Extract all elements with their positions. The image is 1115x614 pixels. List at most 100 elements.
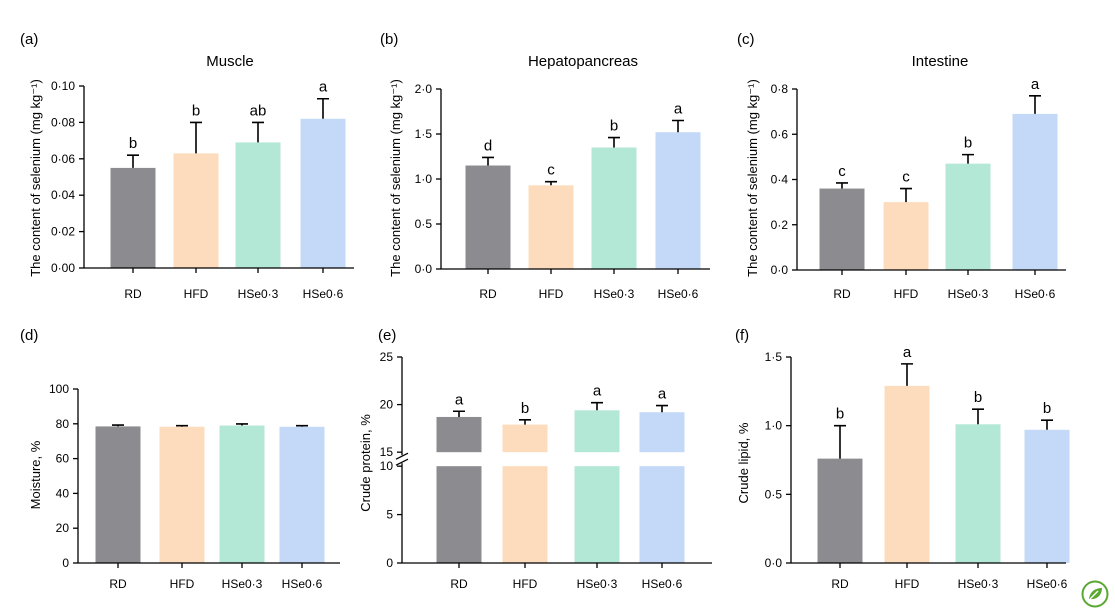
bar-hse0-3 bbox=[574, 410, 620, 453]
significance-label-hfd: c bbox=[902, 169, 910, 186]
bar-hse0-3-lower bbox=[574, 466, 620, 563]
significance-label-rd: c bbox=[838, 163, 846, 180]
bar-hse0-6 bbox=[279, 426, 325, 563]
y-tick-label: 0 bbox=[62, 556, 69, 570]
y-tick-label: 25 bbox=[380, 350, 394, 364]
bar-hfd bbox=[159, 426, 205, 563]
bar-hfd bbox=[502, 424, 548, 453]
y-tick-label: 80 bbox=[56, 417, 70, 431]
panel-letter: (c) bbox=[737, 31, 755, 48]
y-tick-label: 40 bbox=[56, 486, 70, 500]
error-bar-hse0-6 bbox=[1041, 419, 1053, 430]
x-tick-label-hfd: HFD bbox=[895, 577, 920, 591]
y-tick-label: 60 bbox=[56, 452, 70, 466]
x-tick-label-hfd: HFD bbox=[170, 577, 195, 591]
y-tick-label: 100 bbox=[49, 382, 69, 396]
x-tick-label-hse0-3: HSe0·3 bbox=[948, 287, 989, 301]
bar-rd bbox=[465, 165, 511, 269]
x-tick-label-rd: RD bbox=[831, 577, 849, 591]
y-axis-label: Moisture, % bbox=[28, 440, 43, 509]
bar-rd bbox=[95, 426, 141, 563]
significance-label-hfd: c bbox=[547, 162, 555, 179]
y-axis-label: The content of selenium (mg kg⁻¹) bbox=[388, 79, 403, 277]
y-tick-label: 1·0 bbox=[415, 172, 433, 186]
chart-panel-e: (e) Crude protein, % a RD b HFD a HSe0·3 a HSe0·6… bbox=[358, 327, 712, 591]
x-tick-label-hse0-3: HSe0·3 bbox=[222, 577, 263, 591]
error-bar-rd bbox=[112, 424, 124, 427]
bar-hse0-3 bbox=[945, 163, 991, 270]
y-tick-label: 0·5 bbox=[415, 217, 433, 231]
x-tick-label-hse0-6: HSe0·6 bbox=[642, 577, 683, 591]
y-tick-label: 0·0 bbox=[771, 263, 789, 277]
significance-label-hse0-6: b bbox=[1043, 400, 1051, 417]
axis-break-mark bbox=[395, 452, 409, 460]
chart-title: Hepatopancreas bbox=[528, 53, 638, 70]
x-tick-label-rd: RD bbox=[124, 287, 142, 301]
y-tick-label: 0·06 bbox=[51, 152, 75, 166]
y-tick-label: 15 bbox=[380, 445, 394, 459]
x-tick-label-hse0-6: HSe0·6 bbox=[658, 287, 699, 301]
bar-hse0-6-lower bbox=[639, 466, 685, 563]
x-tick-label-hse0-3: HSe0·3 bbox=[958, 577, 999, 591]
y-tick-label: 10 bbox=[380, 459, 394, 473]
error-bar-hse0-3 bbox=[962, 153, 974, 164]
y-tick-label: 20 bbox=[56, 521, 70, 535]
x-tick-label-hfd: HFD bbox=[184, 287, 209, 301]
bar-hse0-3 bbox=[235, 142, 281, 268]
panel-letter: (b) bbox=[380, 31, 398, 48]
bar-rd-lower bbox=[436, 466, 482, 563]
bar-hse0-6 bbox=[655, 132, 701, 269]
chart-title: Muscle bbox=[206, 53, 254, 70]
bar-hse0-6 bbox=[1024, 429, 1070, 563]
panel-letter: (f) bbox=[735, 327, 749, 344]
chart-panel-b: (b) Hepatopancreas The content of selenium… bbox=[380, 31, 710, 301]
error-bar-rd bbox=[482, 156, 494, 166]
x-tick-label-rd: RD bbox=[479, 287, 497, 301]
x-tick-label-hfd: HFD bbox=[894, 287, 919, 301]
significance-label-hse0-6: a bbox=[319, 79, 328, 96]
chart-panel-d: (d) Moisture, % RD HFD HSe0·3 HSe0·6 0 20 40 60 80… bbox=[20, 327, 340, 591]
error-bar-hfd bbox=[545, 180, 557, 186]
bar-hse0-6 bbox=[1012, 113, 1058, 270]
x-tick-label-rd: RD bbox=[109, 577, 127, 591]
significance-label-hse0-3: b bbox=[964, 135, 972, 152]
bar-hse0-3 bbox=[955, 424, 1001, 563]
y-tick-label: 0·02 bbox=[51, 225, 75, 239]
error-bar-hfd bbox=[519, 419, 531, 425]
significance-label-hfd: a bbox=[903, 344, 912, 361]
y-tick-label: 2·0 bbox=[415, 82, 433, 96]
y-axis-label: Crude protein, % bbox=[358, 414, 373, 512]
y-tick-label: 0·04 bbox=[51, 188, 75, 202]
bar-hse0-3 bbox=[591, 147, 637, 269]
error-bar-hfd bbox=[190, 121, 202, 154]
x-tick-label-hfd: HFD bbox=[539, 287, 564, 301]
bar-hfd-lower bbox=[502, 466, 548, 563]
y-tick-label: 5 bbox=[386, 508, 393, 522]
significance-label-hfd: b bbox=[521, 400, 529, 417]
significance-label-hse0-6: a bbox=[1031, 76, 1040, 93]
bar-rd bbox=[436, 416, 482, 453]
y-tick-label: 0·00 bbox=[51, 261, 75, 275]
chart-panel-a: (a) Muscle The content of selenium (mg kg⁻… bbox=[20, 31, 354, 301]
y-tick-label: 1·5 bbox=[765, 350, 783, 364]
error-bar-hse0-3 bbox=[972, 408, 984, 425]
y-tick-label: 0·08 bbox=[51, 115, 75, 129]
error-bar-hse0-6 bbox=[656, 404, 668, 413]
bar-hse0-6 bbox=[300, 118, 346, 268]
y-tick-label: 0·2 bbox=[771, 218, 789, 232]
significance-label-hse0-3: b bbox=[974, 389, 982, 406]
significance-label-hse0-6: a bbox=[674, 101, 683, 118]
y-tick-label: 0·8 bbox=[771, 82, 789, 96]
error-bar-hfd bbox=[900, 187, 912, 203]
bar-hse0-3 bbox=[219, 425, 265, 563]
x-tick-label-hse0-3: HSe0·3 bbox=[238, 287, 279, 301]
error-bar-rd bbox=[127, 154, 139, 168]
chart-panel-f: (f) Crude lipid, % b RD a HFD b HSe0·3 b HSe0·6 0·… bbox=[735, 327, 1070, 591]
bar-hfd bbox=[884, 385, 930, 563]
bar-hfd bbox=[883, 202, 929, 270]
y-tick-label: 0 bbox=[386, 556, 393, 570]
y-tick-label: 0·4 bbox=[771, 173, 789, 187]
error-bar-rd bbox=[453, 410, 465, 417]
panel-letter: (a) bbox=[20, 31, 38, 48]
y-tick-label: 0·0 bbox=[765, 556, 783, 570]
